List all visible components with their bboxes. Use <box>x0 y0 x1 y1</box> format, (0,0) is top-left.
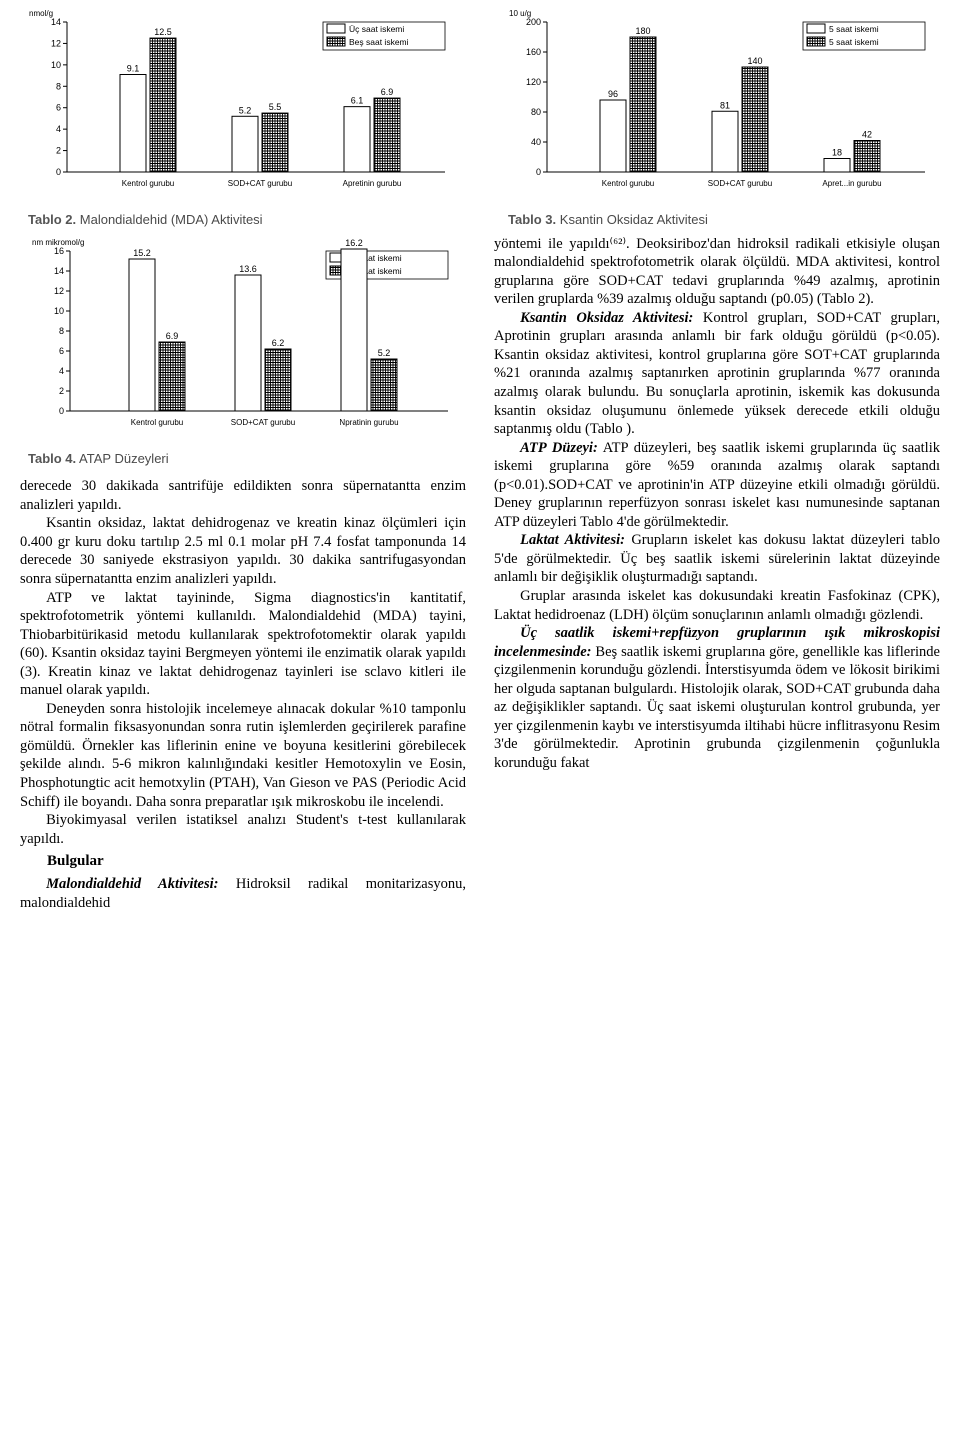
chart-3: 10 u/g040801201602005 saat iskemi5 saat … <box>505 6 935 206</box>
svg-text:0: 0 <box>59 406 64 416</box>
svg-text:0: 0 <box>56 167 61 177</box>
svg-text:4: 4 <box>59 366 64 376</box>
svg-text:8: 8 <box>56 81 61 91</box>
chart-3-caption-text: Ksantin Oksidaz Aktivitesi <box>556 212 708 227</box>
chart-4-caption-text: ATAP Düzeyleri <box>76 451 168 466</box>
svg-text:Üç saat iskemi: Üç saat iskemi <box>349 24 404 34</box>
svg-text:5.2: 5.2 <box>378 348 391 358</box>
svg-text:SOD+CAT gurubu: SOD+CAT gurubu <box>708 179 772 188</box>
left-p6: Malondialdehid Aktivitesi: Hidroksil rad… <box>20 875 466 912</box>
svg-text:80: 80 <box>531 107 541 117</box>
right-p2-label: Ksantin Oksidaz Aktivitesi: <box>520 310 693 326</box>
svg-text:nmol/g: nmol/g <box>29 9 53 18</box>
svg-text:2: 2 <box>59 386 64 396</box>
svg-text:12: 12 <box>51 38 61 48</box>
svg-text:0: 0 <box>536 167 541 177</box>
chart-4: nm mikromol/g02468101214163 saat iskemi5… <box>28 235 458 445</box>
svg-text:5 saat iskemi: 5 saat iskemi <box>829 24 879 34</box>
left-p6-label: Malondialdehid Aktivitesi: <box>46 876 218 892</box>
svg-text:16: 16 <box>54 246 64 256</box>
chart-2-container: nmol/g 0 2 4 6 8 10 12 14 Üç saat iskemi Beş saat … <box>20 6 460 229</box>
left-p5: Biyokimyasal verilen istatiksel analızı … <box>20 811 466 848</box>
svg-text:Kentrol gurubu: Kentrol gurubu <box>131 418 183 427</box>
svg-text:5.2: 5.2 <box>239 105 252 115</box>
svg-text:10: 10 <box>54 306 64 316</box>
chart-2: nmol/g 0 2 4 6 8 10 12 14 Üç saat iskemi Beş saat … <box>25 6 455 206</box>
svg-text:6: 6 <box>59 346 64 356</box>
svg-text:Apret...in gurubu: Apret...in gurubu <box>822 179 881 188</box>
chart-2-caption-text: Malondialdehid (MDA) Aktivitesi <box>76 212 262 227</box>
svg-text:6.1: 6.1 <box>351 96 364 106</box>
right-p4: Laktat Aktivitesi: Grupların iskelet kas… <box>494 531 940 587</box>
svg-text:200: 200 <box>526 17 541 27</box>
svg-text:5.5: 5.5 <box>269 102 282 112</box>
svg-text:2: 2 <box>56 146 61 156</box>
svg-text:8: 8 <box>59 326 64 336</box>
svg-text:14: 14 <box>54 266 64 276</box>
svg-text:120: 120 <box>526 77 541 87</box>
svg-text:Beş saat iskemi: Beş saat iskemi <box>349 37 409 47</box>
right-p2-rest: Kontrol grupları, SOD+CAT grupları, Apro… <box>494 310 940 437</box>
svg-text:6.9: 6.9 <box>166 331 179 341</box>
chart-2-caption-prefix: Tablo 2. <box>28 212 76 227</box>
svg-text:18: 18 <box>832 148 842 158</box>
svg-text:96: 96 <box>608 89 618 99</box>
chart-4-caption: Tablo 4. ATAP Düzeyleri <box>28 451 466 468</box>
svg-text:6.2: 6.2 <box>272 338 285 348</box>
svg-text:5 saat iskemi: 5 saat iskemi <box>829 37 879 47</box>
svg-text:81: 81 <box>720 100 730 110</box>
body-columns: nm mikromol/g02468101214163 saat iskemi5… <box>20 235 940 913</box>
svg-text:Kentrol gurubu: Kentrol gurubu <box>122 179 174 188</box>
chart-2-caption: Tablo 2. Malondialdehid (MDA) Aktivitesi <box>28 212 460 229</box>
chart-4-caption-prefix: Tablo 4. <box>28 451 76 466</box>
svg-text:14: 14 <box>51 17 61 27</box>
svg-text:140: 140 <box>747 56 762 66</box>
svg-text:40: 40 <box>531 137 541 147</box>
svg-text:SOD+CAT gurubu: SOD+CAT gurubu <box>228 179 292 188</box>
svg-text:6: 6 <box>56 103 61 113</box>
svg-text:42: 42 <box>862 130 872 140</box>
svg-text:6.9: 6.9 <box>381 87 394 97</box>
svg-text:160: 160 <box>526 47 541 57</box>
right-p6-rest: Beş saatlik iskemi gruplarına göre, gene… <box>494 644 940 771</box>
right-p1: yöntemi ile yapıldı⁽⁶²⁾. Deoksiriboz'dan… <box>494 235 940 309</box>
left-p1: derecede 30 dakikada santrifüje edildikt… <box>20 477 466 514</box>
left-p4: Deneyden sonra histolojik incelemeye alı… <box>20 700 466 811</box>
svg-text:180: 180 <box>635 26 650 36</box>
chart-3-caption: Tablo 3. Ksantin Oksidaz Aktivitesi <box>508 212 940 229</box>
right-p3-label: ATP Düzeyi: <box>520 440 598 456</box>
svg-text:SOD+CAT gurubu: SOD+CAT gurubu <box>231 418 295 427</box>
svg-text:13.6: 13.6 <box>239 264 257 274</box>
right-p5: Gruplar arasında iskelet kas dokusundaki… <box>494 587 940 624</box>
left-p2: Ksantin oksidaz, laktat dehidrogenaz ve … <box>20 514 466 588</box>
top-charts-row: nmol/g02468101214Üç saat iskemiBeş saat … <box>20 6 940 229</box>
section-bulgular: Bulgular <box>20 852 466 871</box>
svg-text:Npratinin gurubu: Npratinin gurubu <box>339 418 398 427</box>
svg-text:10: 10 <box>51 60 61 70</box>
right-p2: Ksantin Oksidaz Aktivitesi: Kontrol grup… <box>494 309 940 439</box>
right-p4-label: Laktat Aktivitesi: <box>520 532 625 548</box>
svg-text:12.5: 12.5 <box>154 27 172 37</box>
right-p6: Üç saatlik iskemi+repfüzyon gruplarının … <box>494 624 940 772</box>
svg-text:Kentrol gurubu: Kentrol gurubu <box>602 179 654 188</box>
svg-text:Apretinin gurubu: Apretinin gurubu <box>343 179 402 188</box>
chart-3-caption-prefix: Tablo 3. <box>508 212 556 227</box>
svg-text:9.1: 9.1 <box>127 64 140 74</box>
svg-text:4: 4 <box>56 124 61 134</box>
svg-text:15.2: 15.2 <box>133 248 151 258</box>
chart-4-container: nm mikromol/g02468101214163 saat iskemi5… <box>20 235 466 468</box>
svg-text:12: 12 <box>54 286 64 296</box>
svg-text:16.2: 16.2 <box>345 238 363 248</box>
right-p3: ATP Düzeyi: ATP düzeyleri, beş saatlik i… <box>494 439 940 532</box>
chart-3-container: 10 u/g040801201602005 saat iskemi5 saat … <box>500 6 940 229</box>
left-p3: ATP ve laktat tayininde, Sigma diagnosti… <box>20 589 466 700</box>
